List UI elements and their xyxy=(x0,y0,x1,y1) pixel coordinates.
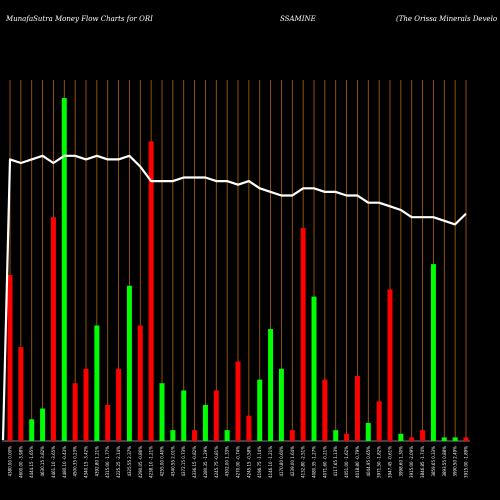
volume-bar xyxy=(365,422,371,441)
x-tick-label: 4630.15 3.82% xyxy=(40,446,45,477)
x-tick-label: 4051.00 -1.62% xyxy=(344,446,349,478)
x-tick-label: 3915.00 -1.89% xyxy=(464,446,469,478)
x-tick-label: 4270.00 -0.74% xyxy=(236,446,241,478)
volume-bar xyxy=(213,390,219,441)
x-tick-label: 3947.45 -0.61% xyxy=(388,446,393,478)
volume-bar xyxy=(441,437,447,441)
volume-bar xyxy=(126,285,132,441)
volume-bar xyxy=(105,404,111,441)
volume-bar xyxy=(192,430,198,441)
volume-bar xyxy=(224,430,230,441)
volume-bar xyxy=(246,415,252,441)
volume-bar xyxy=(311,296,317,441)
x-tick-label: 4336.15 -0.82% xyxy=(192,446,197,478)
volume-bar xyxy=(387,289,393,441)
volume-bar xyxy=(344,433,350,441)
x-tick-label: 4444.15 -1.65% xyxy=(29,446,34,478)
chart-title-part-2: SSAMINE xyxy=(280,15,316,23)
volume-bar xyxy=(94,325,100,441)
volume-bar xyxy=(29,419,35,441)
x-tick-label: 4146.10 -1.21% xyxy=(268,446,273,478)
volume-bar xyxy=(61,98,67,442)
price-line-path xyxy=(1,154,467,441)
x-tick-label: 4372.15 0.73% xyxy=(181,446,186,477)
x-tick-label: 3971.50 -1.82% xyxy=(377,446,382,478)
volume-bar xyxy=(83,368,89,441)
volume-bar xyxy=(40,408,46,441)
volume-bars xyxy=(7,98,469,442)
x-tick-label: 4044.95 0.65% xyxy=(366,446,371,477)
x-tick-label: 4600.00 -3.98% xyxy=(18,446,23,478)
x-tick-label: 4255.00 0.40% xyxy=(160,446,165,477)
chart-title-part-3: (The Orissa Minerals Develo xyxy=(396,15,497,23)
x-tick-label: 4392.80 1.21% xyxy=(94,446,99,477)
volume-bar xyxy=(202,404,208,441)
volume-bar xyxy=(7,274,13,441)
x-tick-label: 4245.15 -0.58% xyxy=(246,446,251,478)
volume-bar xyxy=(278,368,284,441)
volume-bar xyxy=(148,141,154,441)
x-tick-label: 4290.05 -0.86% xyxy=(138,446,143,478)
volume-bar xyxy=(322,379,328,441)
x-axis-tick-labels: 4380.00 0.00% 4600.00 -3.98% 4444.15 -1.65… xyxy=(8,446,469,478)
x-tick-label: 4238.10 -1.21% xyxy=(149,446,154,478)
volume-bar xyxy=(116,368,122,441)
x-tick-label: 4170.80 0.60% xyxy=(279,446,284,477)
volume-bar xyxy=(376,401,382,441)
volume-bar xyxy=(18,347,24,441)
x-tick-label: 4018.80 -0.79% xyxy=(355,446,360,478)
volume-bar xyxy=(268,329,274,441)
x-tick-label: 4225.25 -2.14% xyxy=(116,446,121,478)
x-tick-label: 3915.00 -2.09% xyxy=(409,446,414,478)
x-tick-label: 4280.35 -1.29% xyxy=(203,446,208,478)
x-tick-label: 4080.35 -1.27% xyxy=(312,446,317,478)
volume-bar xyxy=(50,217,56,441)
x-tick-label: 4461.10 -3.65% xyxy=(51,446,56,478)
x-tick-label: 4340.15 -3.42% xyxy=(84,446,89,478)
x-tick-label: 4500.35 0.23% xyxy=(73,446,78,477)
volume-bar xyxy=(409,437,415,441)
x-tick-label: 3998.60 1.30% xyxy=(398,446,403,477)
x-tick-label: 4132.80 -2.51% xyxy=(301,446,306,478)
volume-bar xyxy=(181,390,187,441)
x-tick-label: 4480.10 -0.43% xyxy=(62,446,67,478)
volume-bar xyxy=(137,325,143,441)
volume-bar xyxy=(72,383,78,441)
volume-bar xyxy=(257,379,263,441)
x-tick-label: 4302.00 1.33% xyxy=(225,446,230,477)
volume-bar xyxy=(289,430,295,441)
price-line xyxy=(1,154,467,441)
volume-bar xyxy=(398,433,404,441)
x-tick-label: 3893.55 0.88% xyxy=(442,446,447,477)
x-tick-label: 3846.85 -1.74% xyxy=(420,446,425,478)
x-tick-label: 3859.65 0.33% xyxy=(431,446,436,477)
volume-bar xyxy=(170,430,176,441)
x-tick-label: 4340.55 2.01% xyxy=(170,446,175,477)
x-tick-label: 4071.60 -0.21% xyxy=(322,446,327,478)
x-tick-label: 4315.00 -1.77% xyxy=(105,446,110,478)
x-tick-label: 4117.65 1.13% xyxy=(333,446,338,477)
volume-bar xyxy=(354,376,360,441)
x-tick-label: 3990.50 2.49% xyxy=(453,446,458,477)
volume-bar xyxy=(463,437,469,441)
x-tick-label: 4245.75 -0.81% xyxy=(214,446,219,478)
volume-bar xyxy=(333,430,339,441)
x-tick-label: 4380.00 0.00% xyxy=(8,446,13,477)
volume-bar xyxy=(300,228,306,441)
x-tick-label: 4325.55 2.37% xyxy=(127,446,132,477)
volume-bar xyxy=(235,361,241,441)
volume-bar xyxy=(452,437,458,441)
x-tick-label: 4196.75 -1.14% xyxy=(257,446,262,478)
volume-bar xyxy=(420,430,426,441)
volume-bar xyxy=(430,264,436,441)
volume-bar xyxy=(159,383,165,441)
x-tick-label: 4239.00 1.64% xyxy=(290,446,295,477)
chart-title-part-1: MunafaSutra Money Flow Charts for ORI xyxy=(5,15,153,23)
